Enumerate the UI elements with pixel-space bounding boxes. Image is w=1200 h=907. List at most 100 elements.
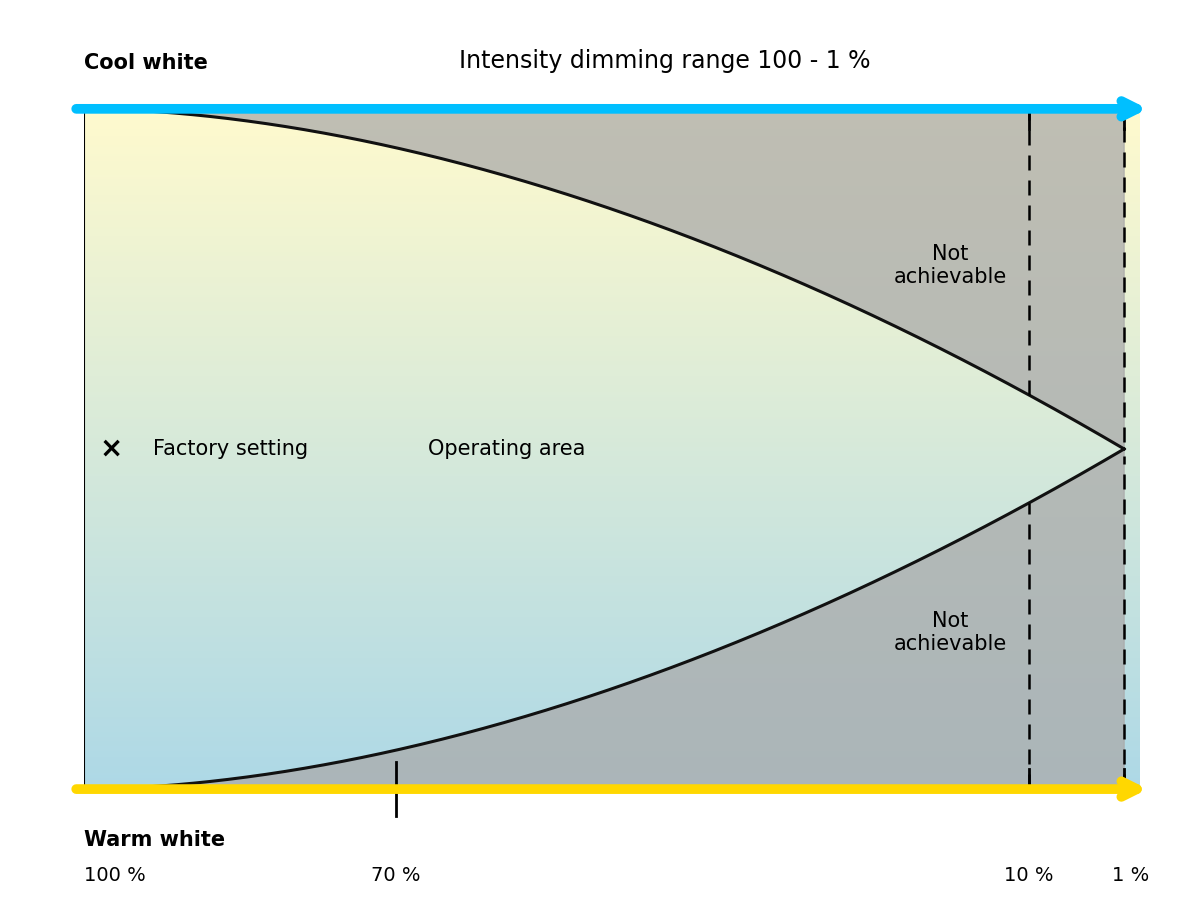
Bar: [84, 642, 1140, 644]
Bar: [84, 588, 1140, 590]
Text: 1 %: 1 %: [1111, 866, 1148, 885]
Bar: [84, 376, 1140, 379]
Bar: [84, 555, 1140, 558]
Bar: [84, 372, 1140, 375]
Bar: [84, 141, 1140, 143]
Bar: [84, 211, 1140, 213]
Bar: [84, 277, 1140, 279]
Bar: [84, 297, 1140, 299]
Bar: [84, 671, 1140, 673]
Bar: [84, 558, 1140, 560]
Bar: [84, 272, 1140, 274]
Bar: [84, 508, 1140, 510]
Bar: [84, 481, 1140, 483]
Bar: [84, 222, 1140, 225]
Bar: [84, 183, 1140, 186]
Bar: [84, 718, 1140, 721]
Bar: [84, 370, 1140, 372]
Bar: [84, 397, 1140, 399]
Bar: [84, 649, 1140, 651]
Text: Intensity dimming range 100 - 1 %: Intensity dimming range 100 - 1 %: [460, 49, 870, 73]
Bar: [84, 533, 1140, 535]
Bar: [84, 478, 1140, 481]
Bar: [84, 392, 1140, 395]
Bar: [84, 154, 1140, 156]
Bar: [84, 697, 1140, 698]
Bar: [84, 736, 1140, 739]
Bar: [84, 424, 1140, 426]
Bar: [84, 600, 1140, 603]
Bar: [84, 624, 1140, 626]
Bar: [84, 132, 1140, 133]
Bar: [84, 700, 1140, 703]
Bar: [84, 735, 1140, 736]
Bar: [84, 240, 1140, 243]
Bar: [84, 181, 1140, 183]
Bar: [84, 576, 1140, 579]
Bar: [84, 363, 1140, 365]
Bar: [84, 384, 1140, 385]
Bar: [84, 669, 1140, 671]
Bar: [84, 541, 1140, 544]
Bar: [84, 492, 1140, 494]
Bar: [84, 381, 1140, 383]
Bar: [84, 437, 1140, 440]
Bar: [84, 483, 1140, 485]
Bar: [84, 327, 1140, 329]
Bar: [84, 152, 1140, 154]
Bar: [84, 759, 1140, 762]
Bar: [84, 751, 1140, 753]
Bar: [84, 526, 1140, 528]
Bar: [84, 570, 1140, 571]
Bar: [84, 180, 1140, 181]
Bar: [84, 163, 1140, 165]
Bar: [84, 553, 1140, 555]
Bar: [84, 673, 1140, 676]
Bar: [84, 295, 1140, 297]
Bar: [84, 630, 1140, 633]
Bar: [84, 615, 1140, 617]
Bar: [84, 231, 1140, 233]
Bar: [84, 606, 1140, 608]
Bar: [84, 694, 1140, 697]
Bar: [84, 579, 1140, 580]
Bar: [84, 510, 1140, 512]
Bar: [84, 497, 1140, 499]
Bar: [84, 216, 1140, 218]
Bar: [84, 218, 1140, 219]
Bar: [84, 150, 1140, 151]
Bar: [84, 782, 1140, 785]
Bar: [84, 113, 1140, 116]
Bar: [84, 580, 1140, 583]
Bar: [84, 331, 1140, 333]
Bar: [84, 473, 1140, 476]
Bar: [84, 764, 1140, 766]
Bar: [84, 537, 1140, 540]
Bar: [84, 336, 1140, 337]
Bar: [84, 786, 1140, 789]
Bar: [84, 771, 1140, 773]
Bar: [84, 156, 1140, 159]
Bar: [84, 651, 1140, 653]
Bar: [84, 512, 1140, 514]
Text: Factory setting: Factory setting: [152, 439, 307, 459]
Bar: [84, 236, 1140, 238]
Bar: [84, 562, 1140, 564]
Bar: [84, 202, 1140, 204]
Bar: [84, 292, 1140, 295]
Bar: [84, 116, 1140, 118]
Bar: [84, 220, 1140, 222]
Bar: [84, 712, 1140, 715]
Bar: [84, 658, 1140, 660]
Bar: [84, 707, 1140, 709]
Bar: [84, 762, 1140, 764]
Bar: [84, 204, 1140, 206]
Bar: [84, 316, 1140, 317]
Bar: [84, 544, 1140, 546]
Bar: [84, 653, 1140, 655]
Bar: [84, 193, 1140, 195]
Bar: [84, 691, 1140, 694]
Bar: [84, 213, 1140, 216]
Bar: [84, 284, 1140, 286]
Bar: [84, 413, 1140, 414]
